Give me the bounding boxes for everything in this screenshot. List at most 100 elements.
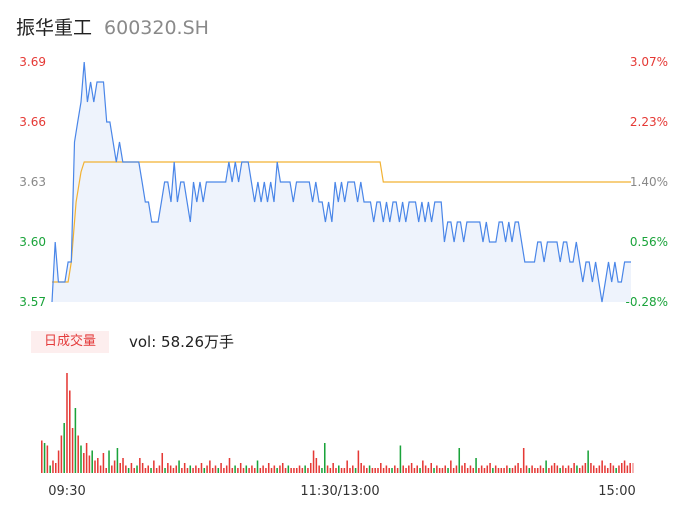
volume-bar <box>503 468 505 473</box>
volume-bar <box>175 465 178 473</box>
volume-bar <box>528 468 531 473</box>
volume-bar <box>357 450 360 473</box>
volume-bar <box>377 468 379 473</box>
volume-bar <box>46 445 49 473</box>
volume-bar <box>562 465 564 473</box>
volume-bar <box>363 465 365 473</box>
volume-bar <box>399 445 402 473</box>
volume-bar <box>366 468 368 473</box>
volume-bar <box>315 458 318 473</box>
volume-bar <box>178 460 180 473</box>
volume-bar <box>69 390 71 473</box>
volume-bar <box>360 463 362 473</box>
volume-bar <box>225 465 228 473</box>
volume-bar <box>478 468 480 473</box>
volume-bar <box>91 450 93 473</box>
volume-bar <box>102 453 105 473</box>
volume-bar <box>564 468 567 473</box>
volume-bar <box>234 465 236 473</box>
time-tick-label: 15:00 <box>598 484 635 499</box>
volume-bar <box>281 463 284 473</box>
volume-bar <box>536 468 539 473</box>
volume-bar <box>41 440 43 473</box>
volume-bar <box>441 468 444 473</box>
volume-bar <box>309 463 312 473</box>
volume-bar <box>584 463 587 473</box>
stock-header: 振华重工 600320.SH <box>16 13 209 40</box>
volume-bar <box>486 465 489 473</box>
volume-bar <box>150 468 152 473</box>
volume-bar <box>265 468 267 473</box>
percent-tick-label: 2.23% <box>630 115 668 129</box>
volume-bar <box>606 468 609 473</box>
volume-bar <box>295 468 298 473</box>
volume-bar <box>245 465 248 473</box>
volume-bar <box>408 465 410 473</box>
volume-bar <box>105 468 107 473</box>
volume-bar <box>323 443 326 473</box>
volume-bar <box>97 458 99 473</box>
volume-bar <box>620 463 623 473</box>
volume-bar <box>368 465 371 473</box>
volume-bar <box>374 468 376 473</box>
volume-bar <box>461 465 463 473</box>
volume-tab[interactable]: 日成交量 <box>31 331 109 353</box>
volume-bar <box>298 465 301 473</box>
volume-bar <box>52 460 54 473</box>
volume-bar <box>164 468 166 473</box>
volume-bar <box>119 463 121 473</box>
volume-bar <box>556 465 559 473</box>
volume-bar <box>489 463 491 473</box>
volume-bar <box>200 463 203 473</box>
volume-bar <box>578 468 581 473</box>
volume-bar <box>436 465 438 473</box>
volume-bar <box>598 465 601 473</box>
volume-bar <box>253 468 256 473</box>
volume-bar <box>553 463 556 473</box>
volume-readout: vol: 58.26万手 <box>129 333 234 351</box>
percent-tick-label: 3.07% <box>630 55 668 69</box>
volume-bar <box>388 468 390 473</box>
volume-bar <box>329 468 332 473</box>
price-tick-label: 3.69 <box>19 55 46 69</box>
volume-bar <box>71 428 74 473</box>
volume-bar <box>301 468 304 473</box>
volume-bar <box>220 463 222 473</box>
price-tick-label: 3.57 <box>19 295 46 309</box>
volume-bar <box>480 465 483 473</box>
volume-bar <box>147 465 150 473</box>
volume-bar <box>155 468 158 473</box>
percent-tick-label: 0.56% <box>630 235 668 249</box>
price-tick-label: 3.63 <box>19 175 46 189</box>
volume-bar <box>237 468 239 473</box>
volume-bar <box>94 460 96 473</box>
volume-bar <box>57 450 60 473</box>
volume-bar <box>127 468 130 473</box>
volume-bar <box>525 465 528 473</box>
volume-bar <box>466 468 469 473</box>
volume-bar <box>63 423 65 473</box>
volume-bar <box>217 468 220 473</box>
volume-bar <box>612 465 615 473</box>
volume-bar <box>514 465 517 473</box>
volume-bar <box>251 465 253 473</box>
volume-bar <box>444 465 447 473</box>
volume-bar <box>55 463 57 473</box>
volume-bar <box>623 460 626 473</box>
volume-bar <box>438 468 441 473</box>
volume-bar <box>455 465 458 473</box>
volume-bar <box>380 463 382 473</box>
volume-bar <box>452 468 455 473</box>
volume-bar <box>338 465 340 473</box>
volume-bar <box>539 465 542 473</box>
volume-bar <box>522 448 525 473</box>
volume-bar <box>256 460 259 473</box>
volume-bar <box>615 468 617 473</box>
volume-bar <box>259 468 262 473</box>
volume-bar <box>354 468 357 473</box>
price-tick-label: 3.60 <box>19 235 46 249</box>
volume-bar <box>410 463 413 473</box>
percent-axis-right: 3.07% 2.23% 1.40% 0.56% -0.28% <box>626 55 668 309</box>
volume-bar <box>158 465 161 473</box>
